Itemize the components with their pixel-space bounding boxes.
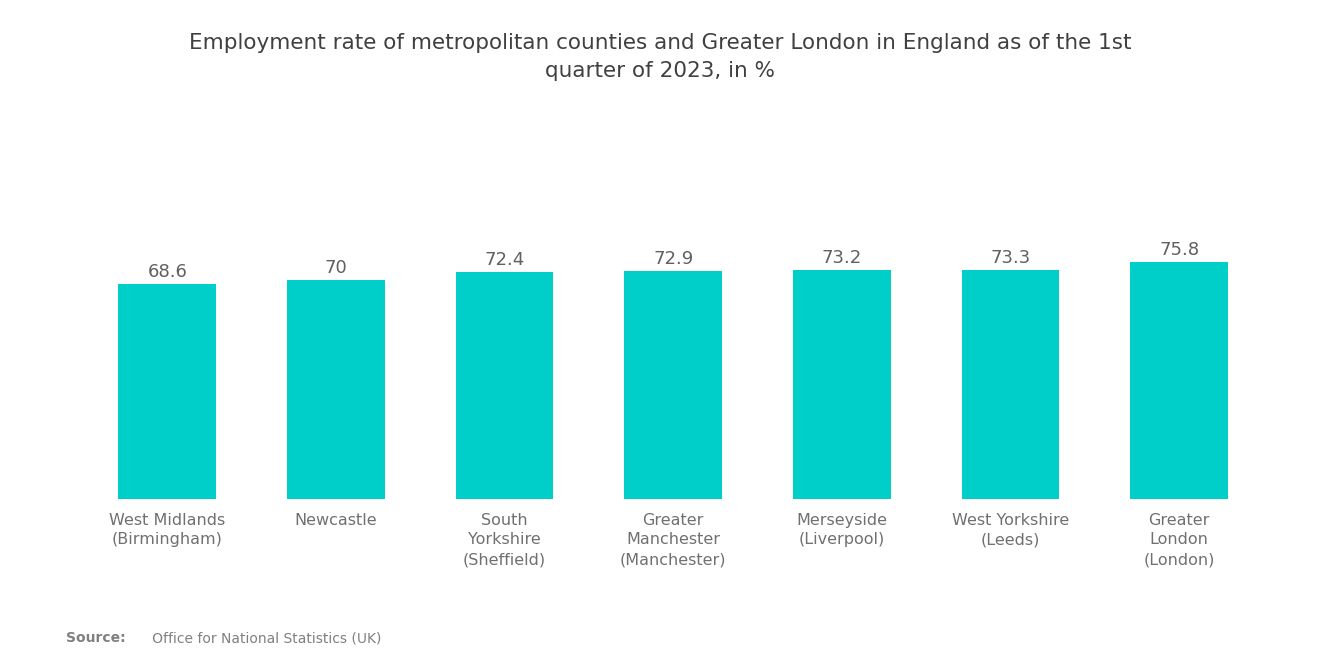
Text: 72.9: 72.9 xyxy=(653,250,693,268)
Bar xyxy=(624,271,722,499)
Text: 70: 70 xyxy=(325,259,347,277)
Bar xyxy=(1130,262,1228,499)
Text: 73.2: 73.2 xyxy=(822,249,862,267)
Bar xyxy=(286,280,385,499)
Bar xyxy=(455,273,553,499)
Bar xyxy=(793,270,891,499)
Text: Employment rate of metropolitan counties and Greater London in England as of the: Employment rate of metropolitan counties… xyxy=(189,33,1131,81)
Text: Source:: Source: xyxy=(66,631,125,645)
Text: 75.8: 75.8 xyxy=(1159,241,1200,259)
Text: 72.4: 72.4 xyxy=(484,251,524,269)
Text: 73.3: 73.3 xyxy=(990,249,1031,267)
Bar xyxy=(961,269,1060,499)
Text: Office for National Statistics (UK): Office for National Statistics (UK) xyxy=(139,631,381,645)
Bar xyxy=(119,285,216,499)
Text: 68.6: 68.6 xyxy=(148,263,187,281)
